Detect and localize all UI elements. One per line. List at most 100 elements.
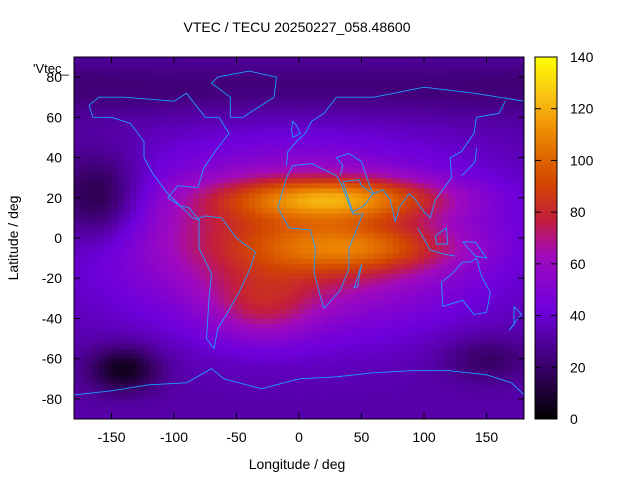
heatmap-cell — [499, 403, 506, 410]
heatmap-cell — [511, 197, 519, 204]
heatmap-cell — [342, 192, 350, 199]
heatmap-cell — [330, 408, 338, 415]
heatmap-cell — [205, 318, 213, 325]
heatmap-cell — [274, 137, 281, 144]
heatmap-cell — [455, 338, 463, 345]
heatmap-cell — [374, 217, 381, 224]
heatmap-cell — [492, 238, 500, 244]
heatmap-cell — [149, 333, 156, 340]
heatmap-cell — [411, 383, 419, 390]
heatmap-cell — [292, 232, 300, 239]
heatmap-cell — [430, 207, 438, 214]
heatmap-cell — [161, 232, 169, 239]
heatmap-cell — [517, 333, 524, 340]
heatmap-cell — [461, 338, 469, 345]
heatmap-cell — [217, 227, 225, 234]
heatmap-cell — [74, 212, 81, 219]
heatmap-cell — [330, 368, 338, 375]
heatmap-cell — [124, 157, 131, 164]
heatmap-cell — [399, 403, 406, 410]
heatmap-cell — [92, 388, 100, 395]
heatmap-cell — [261, 413, 269, 419]
heatmap-cell — [86, 217, 94, 224]
heatmap-cell — [149, 413, 156, 419]
heatmap-cell — [317, 388, 325, 395]
heatmap-cell — [261, 157, 269, 164]
heatmap-cell — [280, 197, 288, 204]
heatmap-cell — [455, 333, 463, 340]
heatmap-cell — [274, 288, 281, 294]
heatmap-cell — [117, 227, 125, 234]
heatmap-cell — [399, 288, 406, 294]
heatmap-cell — [467, 97, 475, 103]
heatmap-cell — [324, 393, 331, 400]
heatmap-cell — [292, 278, 300, 284]
heatmap-cell — [286, 248, 294, 254]
heatmap-cell — [105, 293, 113, 299]
heatmap-cell — [292, 328, 300, 335]
heatmap-cell — [167, 383, 175, 390]
heatmap-cell — [217, 97, 225, 103]
heatmap-cell — [417, 77, 425, 83]
heatmap-cell — [492, 258, 500, 264]
heatmap-cell — [155, 373, 163, 380]
heatmap-cell — [411, 338, 419, 345]
heatmap-cell — [330, 137, 338, 144]
heatmap-cell — [417, 72, 425, 78]
heatmap-cell — [236, 293, 244, 299]
heatmap-cell — [111, 117, 119, 123]
heatmap-cell — [255, 132, 263, 139]
heatmap-cell — [242, 393, 250, 400]
heatmap-cell — [111, 107, 119, 113]
heatmap-cell — [274, 72, 281, 78]
heatmap-cell — [124, 202, 131, 209]
heatmap-cell — [286, 217, 294, 224]
heatmap-cell — [311, 72, 319, 78]
heatmap-cell — [386, 278, 394, 284]
heatmap-cell — [461, 353, 469, 360]
heatmap-cell — [311, 137, 319, 144]
heatmap-cell — [80, 258, 88, 264]
heatmap-cell — [142, 92, 150, 98]
heatmap-cell — [167, 177, 175, 184]
heatmap-cell — [130, 112, 138, 118]
heatmap-cell — [286, 72, 294, 78]
heatmap-cell — [80, 328, 88, 335]
heatmap-cell — [467, 77, 475, 83]
heatmap-cell — [249, 82, 256, 88]
heatmap-cell — [136, 278, 144, 284]
heatmap-cell — [261, 318, 269, 325]
heatmap-cell — [517, 87, 524, 93]
heatmap-cell — [299, 278, 306, 284]
heatmap-cell — [330, 288, 338, 294]
heatmap-cell — [355, 303, 363, 309]
heatmap-cell — [161, 278, 169, 284]
heatmap-cell — [199, 77, 206, 83]
heatmap-cell — [517, 393, 524, 400]
heatmap-cell — [236, 222, 244, 229]
heatmap-cell — [99, 393, 106, 400]
heatmap-cell — [136, 87, 144, 93]
heatmap-cell — [117, 263, 125, 269]
heatmap-cell — [236, 87, 244, 93]
heatmap-cell — [455, 248, 463, 254]
heatmap-cell — [155, 72, 163, 78]
heatmap-cell — [224, 373, 231, 380]
heatmap-cell — [411, 388, 419, 395]
heatmap-cell — [124, 172, 131, 179]
heatmap-cell — [236, 102, 244, 108]
heatmap-cell — [324, 323, 331, 330]
heatmap-cell — [274, 142, 281, 149]
heatmap-cell — [374, 313, 381, 320]
heatmap-cell — [405, 268, 413, 274]
heatmap-cell — [74, 202, 81, 209]
heatmap-cell — [380, 227, 388, 234]
heatmap-cell — [249, 288, 256, 294]
heatmap-cell — [499, 373, 506, 380]
heatmap-cell — [336, 132, 344, 139]
heatmap-cell — [149, 187, 156, 194]
heatmap-cell — [136, 283, 144, 289]
heatmap-cell — [511, 253, 519, 259]
heatmap-cell — [174, 248, 181, 254]
heatmap-cell — [505, 92, 513, 98]
